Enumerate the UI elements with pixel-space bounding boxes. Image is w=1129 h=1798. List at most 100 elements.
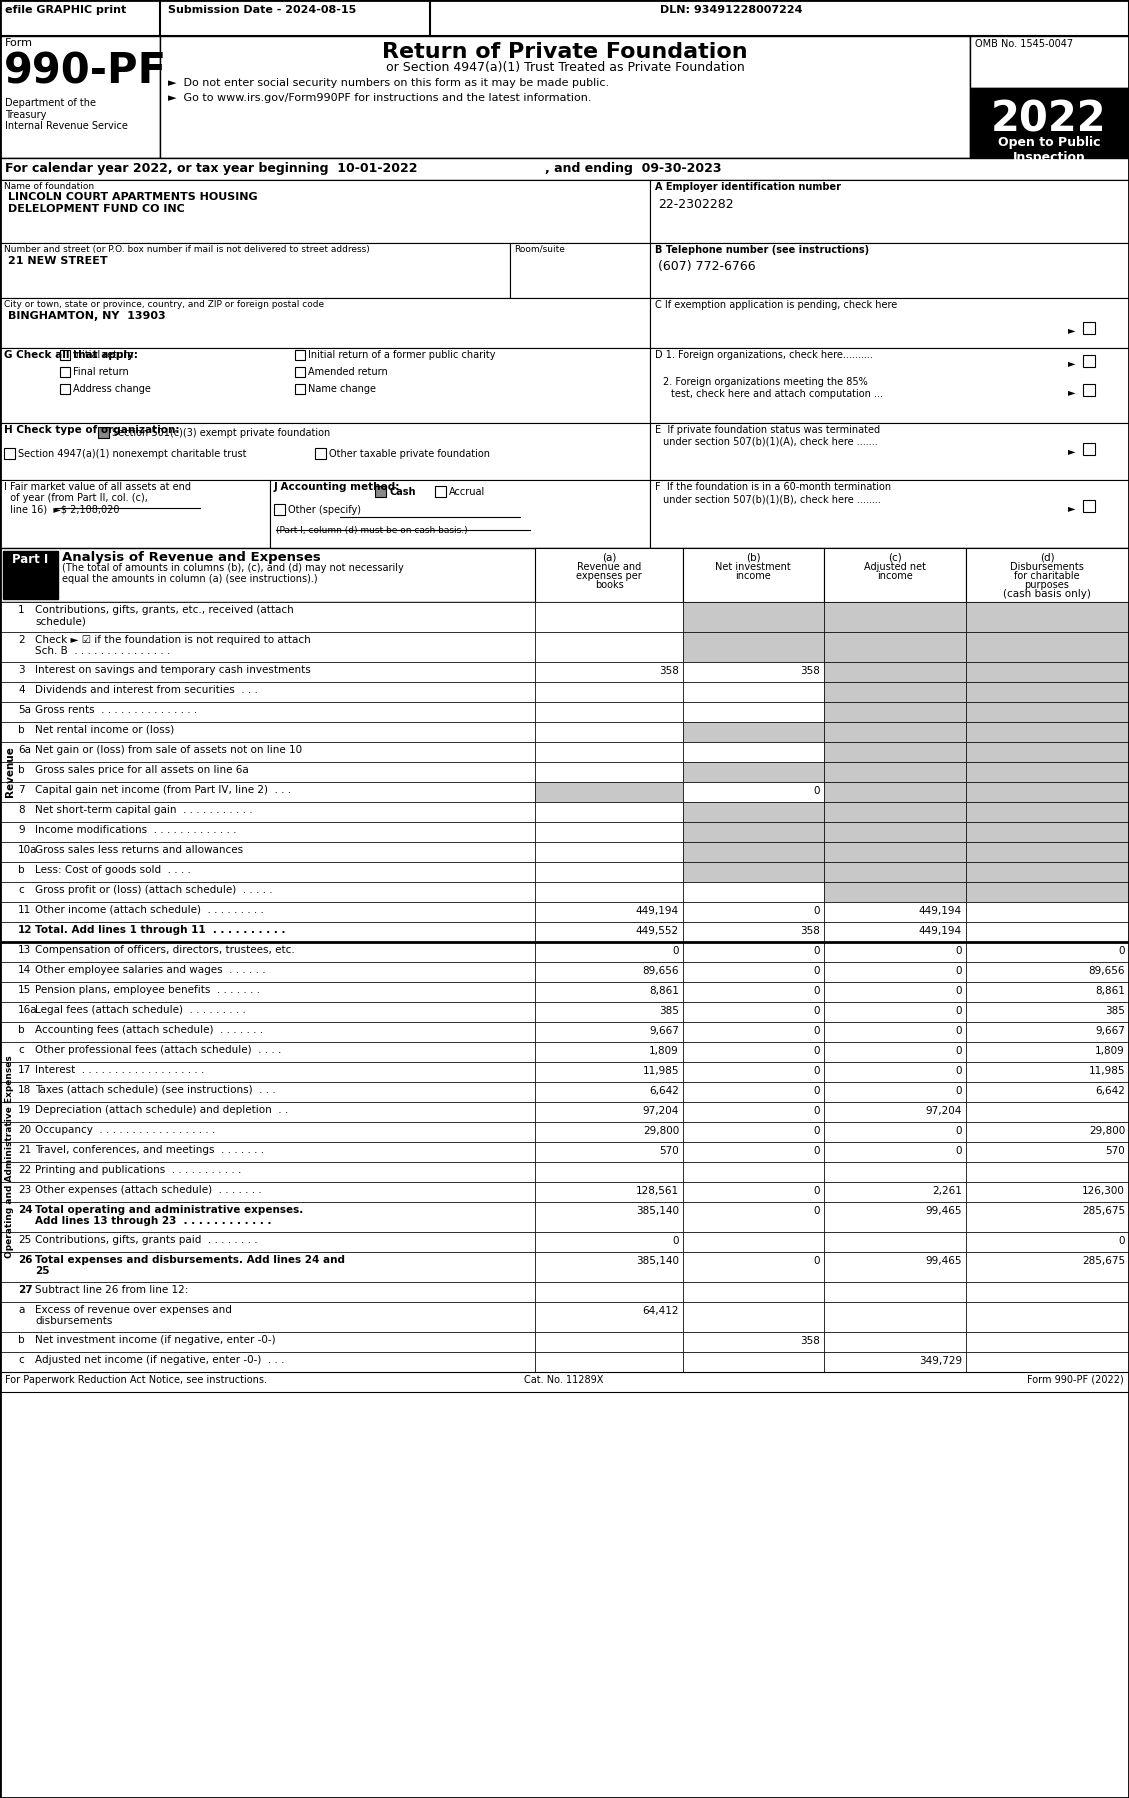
Bar bbox=[0, 922, 535, 942]
Text: ►: ► bbox=[1068, 325, 1076, 334]
Bar bbox=[824, 1142, 966, 1162]
Text: 0: 0 bbox=[955, 946, 962, 957]
Text: Gross profit or (loss) (attach schedule)  . . . . .: Gross profit or (loss) (attach schedule)… bbox=[35, 885, 272, 895]
Text: 285,675: 285,675 bbox=[1082, 1206, 1124, 1215]
Bar bbox=[966, 1352, 1129, 1372]
Text: 0: 0 bbox=[814, 786, 820, 797]
Bar bbox=[535, 1043, 683, 1063]
Bar bbox=[966, 1162, 1129, 1181]
Bar bbox=[824, 602, 966, 633]
Bar bbox=[295, 385, 305, 394]
Text: 21: 21 bbox=[18, 1145, 32, 1154]
Bar bbox=[0, 1352, 535, 1372]
Bar bbox=[535, 883, 683, 903]
Bar bbox=[683, 1332, 824, 1352]
Bar bbox=[824, 1232, 966, 1251]
Bar bbox=[0, 841, 535, 861]
Text: 17: 17 bbox=[18, 1064, 32, 1075]
Text: test, check here and attach computation ...: test, check here and attach computation … bbox=[671, 388, 883, 399]
Text: ►  Go to www.irs.gov/Form990PF for instructions and the latest information.: ► Go to www.irs.gov/Form990PF for instru… bbox=[168, 93, 592, 102]
Bar bbox=[1083, 385, 1095, 396]
Text: 15: 15 bbox=[18, 985, 32, 994]
Bar bbox=[683, 1122, 824, 1142]
Bar bbox=[0, 0, 1129, 36]
Bar bbox=[966, 1142, 1129, 1162]
Bar bbox=[0, 1102, 535, 1122]
Text: Printing and publications  . . . . . . . . . . .: Printing and publications . . . . . . . … bbox=[35, 1165, 242, 1176]
Bar bbox=[535, 1181, 683, 1203]
Bar bbox=[0, 1181, 535, 1203]
Bar bbox=[650, 180, 1129, 243]
Text: 4: 4 bbox=[18, 685, 25, 696]
Bar bbox=[966, 1122, 1129, 1142]
Text: 64,412: 64,412 bbox=[642, 1305, 679, 1316]
Text: Accounting fees (attach schedule)  . . . . . . .: Accounting fees (attach schedule) . . . … bbox=[35, 1025, 263, 1036]
Bar bbox=[683, 1082, 824, 1102]
Bar bbox=[966, 903, 1129, 922]
Text: Add lines 13 through 23  . . . . . . . . . . . .: Add lines 13 through 23 . . . . . . . . … bbox=[35, 1215, 271, 1226]
Text: under section 507(b)(1)(B), check here ........: under section 507(b)(1)(B), check here .… bbox=[663, 494, 881, 503]
Text: purposes: purposes bbox=[1024, 581, 1069, 590]
Text: 0: 0 bbox=[955, 1145, 962, 1156]
Bar bbox=[966, 841, 1129, 861]
Text: ►  Do not enter social security numbers on this form as it may be made public.: ► Do not enter social security numbers o… bbox=[168, 77, 610, 88]
Bar bbox=[966, 1232, 1129, 1251]
Bar bbox=[535, 633, 683, 662]
Bar bbox=[970, 88, 1129, 158]
Text: Name of foundation: Name of foundation bbox=[5, 182, 94, 191]
Text: Adjusted net: Adjusted net bbox=[864, 563, 926, 572]
Text: 18: 18 bbox=[18, 1084, 32, 1095]
Text: 1,809: 1,809 bbox=[1095, 1046, 1124, 1055]
Bar bbox=[966, 681, 1129, 701]
Text: 11: 11 bbox=[18, 904, 32, 915]
Bar bbox=[683, 762, 824, 782]
Text: 3: 3 bbox=[18, 665, 25, 674]
Bar bbox=[535, 962, 683, 982]
Bar bbox=[535, 1102, 683, 1122]
Text: Address change: Address change bbox=[73, 385, 151, 394]
Text: For Paperwork Reduction Act Notice, see instructions.: For Paperwork Reduction Act Notice, see … bbox=[5, 1375, 266, 1384]
Bar bbox=[966, 723, 1129, 743]
Text: 7: 7 bbox=[18, 786, 25, 795]
Text: Cash: Cash bbox=[390, 487, 415, 496]
Bar bbox=[535, 841, 683, 861]
Text: 0: 0 bbox=[814, 1066, 820, 1075]
Text: 23: 23 bbox=[18, 1185, 32, 1196]
Bar bbox=[683, 782, 824, 802]
Text: 0: 0 bbox=[814, 1187, 820, 1196]
Bar bbox=[966, 1302, 1129, 1332]
Bar bbox=[824, 1203, 966, 1232]
Bar bbox=[824, 903, 966, 922]
Text: , and ending  09-30-2023: , and ending 09-30-2023 bbox=[545, 162, 721, 174]
Text: Net investment income (if negative, enter -0-): Net investment income (if negative, ente… bbox=[35, 1334, 275, 1345]
Bar bbox=[0, 782, 535, 802]
Text: Interest  . . . . . . . . . . . . . . . . . . .: Interest . . . . . . . . . . . . . . . .… bbox=[35, 1064, 204, 1075]
Bar bbox=[966, 762, 1129, 782]
Bar bbox=[295, 367, 305, 378]
Bar bbox=[535, 1162, 683, 1181]
Text: 0: 0 bbox=[814, 1126, 820, 1136]
Bar bbox=[0, 1021, 535, 1043]
Text: D 1. Foreign organizations, check here..........: D 1. Foreign organizations, check here..… bbox=[655, 351, 873, 360]
Text: 0: 0 bbox=[955, 1046, 962, 1055]
Text: Pension plans, employee benefits  . . . . . . .: Pension plans, employee benefits . . . .… bbox=[35, 985, 260, 994]
Text: b: b bbox=[18, 865, 25, 876]
Bar bbox=[60, 351, 70, 360]
Bar bbox=[535, 802, 683, 822]
Bar bbox=[824, 962, 966, 982]
Text: Other professional fees (attach schedule)  . . . .: Other professional fees (attach schedule… bbox=[35, 1045, 281, 1055]
Text: of year (from Part II, col. (c),: of year (from Part II, col. (c), bbox=[5, 493, 148, 503]
Bar bbox=[295, 351, 305, 360]
Bar bbox=[510, 243, 650, 298]
Bar bbox=[683, 841, 824, 861]
Bar bbox=[0, 903, 535, 922]
Bar bbox=[0, 701, 535, 723]
Text: 0: 0 bbox=[955, 1027, 962, 1036]
Text: 8: 8 bbox=[18, 806, 25, 814]
Bar bbox=[966, 548, 1129, 602]
Text: 0: 0 bbox=[955, 1066, 962, 1075]
Bar bbox=[824, 1001, 966, 1021]
Bar bbox=[535, 701, 683, 723]
Text: Net rental income or (loss): Net rental income or (loss) bbox=[35, 725, 174, 735]
Text: ►: ► bbox=[1068, 387, 1076, 397]
